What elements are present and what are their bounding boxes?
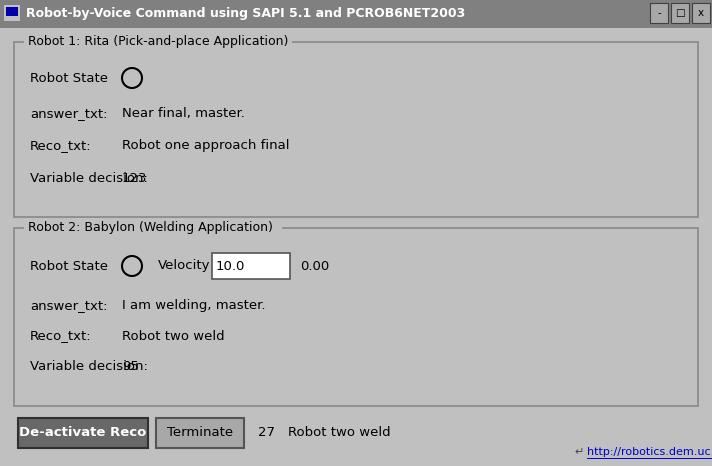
Text: answer_txt:: answer_txt: [30,300,108,313]
Text: http://robotics.dem.uc.pt/norberto/: http://robotics.dem.uc.pt/norberto/ [587,447,712,457]
Text: □: □ [675,8,685,18]
Bar [6,7,18,16]
Text: Terminate: Terminate [167,426,233,439]
Text: 95: 95 [122,359,139,372]
Text: Velocity: Velocity [158,260,211,273]
Bar [650,3,668,23]
Text: Robot 2: Babylon (Welding Application): Robot 2: Babylon (Welding Application) [28,221,273,234]
Text: Robot State: Robot State [30,260,108,273]
Text: Reco_txt:: Reco_txt: [30,139,92,152]
Text: Variable decision:: Variable decision: [30,359,148,372]
Bar [671,3,689,23]
Bar [4,5,20,21]
Bar [692,3,710,23]
Text: 0.00: 0.00 [300,260,329,273]
Bar [0,0,712,28]
Text: ↵: ↵ [574,447,583,457]
Text: -: - [657,8,661,18]
Text: Reco_txt:: Reco_txt: [30,329,92,343]
Bar [24,35,292,49]
Text: 123: 123 [122,171,147,185]
Bar [156,418,244,448]
FancyBboxPatch shape [14,228,698,406]
Text: x: x [698,8,704,18]
Bar [18,418,148,448]
Bar [212,253,290,279]
Text: De-activate Reco: De-activate Reco [19,426,147,439]
Text: I am welding, master.: I am welding, master. [122,300,266,313]
Bar [24,221,282,235]
Text: Robot two weld: Robot two weld [122,329,224,343]
Text: 10.0: 10.0 [216,260,246,273]
Text: Near final, master.: Near final, master. [122,108,245,121]
Text: Robot 1: Rita (Pick-and-place Application): Robot 1: Rita (Pick-and-place Applicatio… [28,35,288,48]
Text: Variable decision:: Variable decision: [30,171,148,185]
Text: answer_txt:: answer_txt: [30,108,108,121]
Text: Robot two weld: Robot two weld [288,426,391,439]
FancyBboxPatch shape [14,42,698,217]
Text: 27: 27 [258,426,275,439]
Text: Robot one approach final: Robot one approach final [122,139,290,152]
Text: Robot State: Robot State [30,71,108,84]
Text: Robot-by-Voice Command using SAPI 5.1 and PCROB6NET2003: Robot-by-Voice Command using SAPI 5.1 an… [26,7,465,21]
